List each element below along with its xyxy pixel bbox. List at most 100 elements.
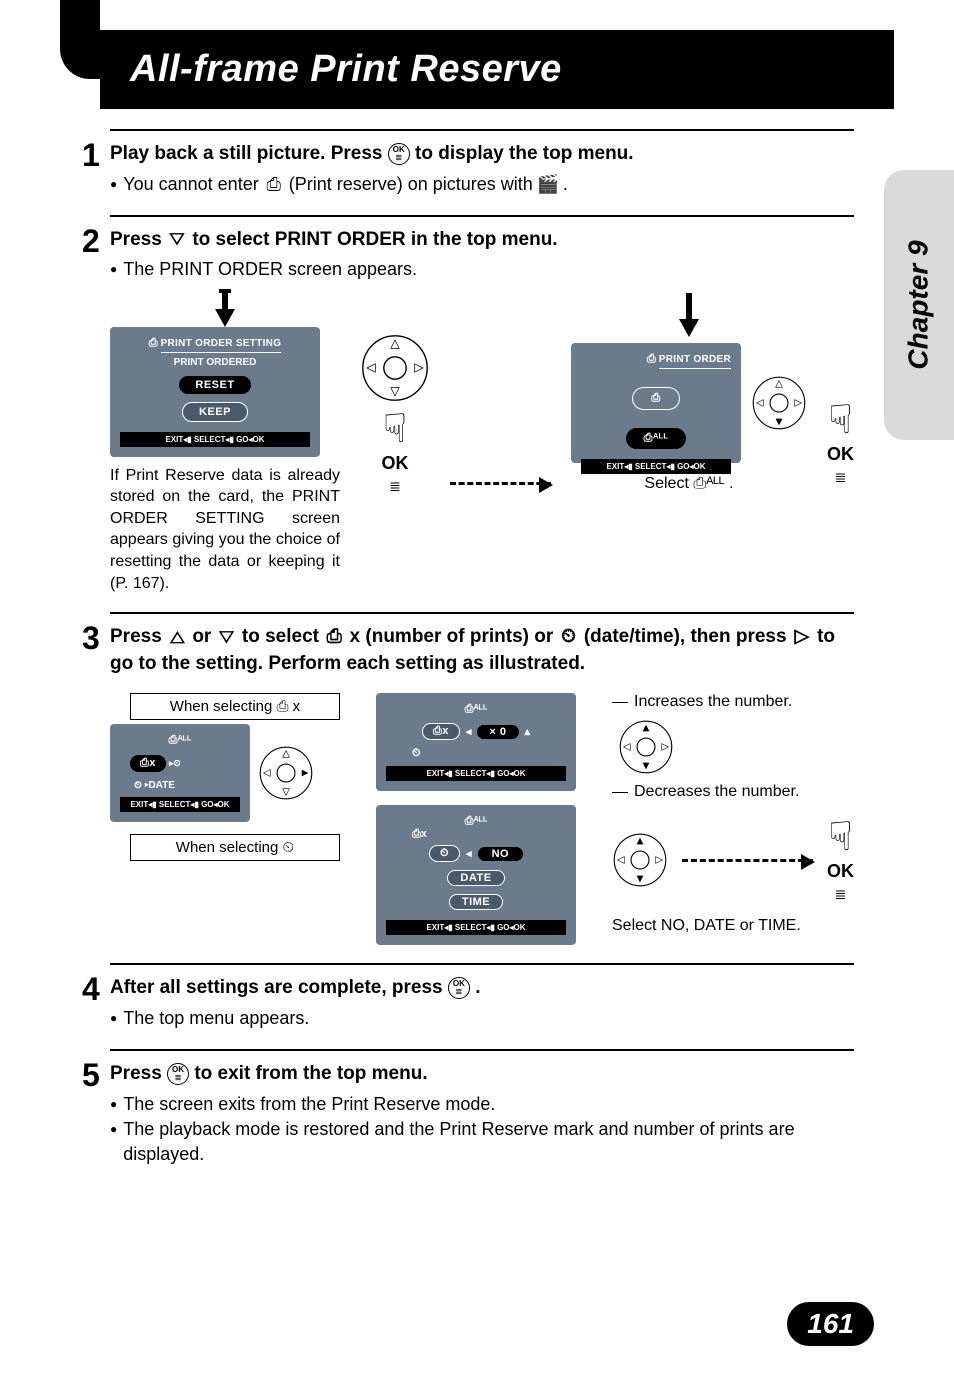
- keep-button[interactable]: KEEP: [182, 402, 248, 422]
- s5-b: to exit from the top menu.: [194, 1063, 427, 1084]
- x-option[interactable]: ⎙x: [422, 723, 460, 740]
- lcd-subtitle-1: PRINT ORDERED: [120, 357, 310, 368]
- chapter-tab: Chapter 9: [884, 170, 954, 440]
- step-1-number: 1: [82, 137, 100, 174]
- step-3-number: 3: [82, 620, 100, 657]
- all-print-option[interactable]: ⎙ᴬᴸᴸ: [626, 428, 687, 449]
- arrow-stem: [222, 293, 228, 309]
- step-2-figure: ⎙ PRINT ORDER SETTING PRINT ORDERED RESE…: [110, 293, 854, 595]
- step-1-bullet-a: You cannot enter: [123, 174, 263, 194]
- x-value: × 0: [477, 725, 518, 739]
- s3-e: (date/time), then press: [584, 626, 792, 647]
- chapter-label: Chapter 9: [903, 240, 935, 369]
- clock-mini-icon: ▸⏲: [169, 758, 181, 768]
- lcd-date-setting: ⎙ᴬᴸᴸ ⎙x ⏲ ◂ NO DATE TIME EXIT◂▮ SELECT◂▮…: [376, 805, 576, 945]
- s4-a: After all settings are complete, press: [110, 977, 448, 998]
- step-5-number: 5: [82, 1057, 100, 1094]
- select-all-label: Select ⎙ᴬᴸᴸ .: [644, 475, 733, 493]
- step-5: 5 Press OK≣ to exit from the top menu. T…: [110, 1049, 854, 1185]
- print-x-option[interactable]: ⎙x: [130, 755, 166, 772]
- all-print-icon: ⎙ᴬᴸᴸ: [693, 475, 724, 492]
- content-area: 1 Play back a still picture. Press OK≣ t…: [110, 129, 854, 1185]
- reset-button[interactable]: RESET: [179, 376, 250, 394]
- single-print-option[interactable]: ⎙: [632, 387, 679, 410]
- increase-label: Increases the number.: [634, 693, 792, 711]
- ok-press-indicator-3: ☟ OK ≣: [827, 817, 854, 903]
- step-4-number: 4: [82, 971, 100, 1008]
- step-1-bullet-b: (Print reserve) on pictures with: [289, 174, 538, 194]
- ok-menu-icon: OK≣: [448, 977, 470, 999]
- step-2-bullet-text: The PRINT ORDER screen appears.: [123, 257, 417, 282]
- ok-press-indicator-2: ☟ OK ≣: [827, 400, 854, 486]
- x-row: ⎙x: [386, 828, 566, 841]
- step-4-bullet-text: The top menu appears.: [123, 1006, 309, 1031]
- lcd-print-order-setting: ⎙ PRINT ORDER SETTING PRINT ORDERED RESE…: [110, 327, 320, 457]
- dpad-diagram-2: [751, 375, 807, 431]
- step-4-body: The top menu appears.: [110, 1006, 854, 1031]
- dashed-arrow-2: [682, 859, 813, 862]
- ok-menu-icon: OK≣: [388, 143, 410, 165]
- step-5-bullet-2-text: The playback mode is restored and the Pr…: [123, 1117, 854, 1167]
- clock-icon: ⏲: [559, 627, 579, 647]
- lcd-footer-5: EXIT◂▮ SELECT◂▮ GO◂OK: [386, 920, 566, 935]
- s3-c: to select: [242, 626, 324, 647]
- step-1-body: You cannot enter ⎙ (Print reserve) on pi…: [110, 172, 854, 197]
- step-2-bullet: The PRINT ORDER screen appears.: [110, 257, 854, 282]
- date-option[interactable]: DATE: [447, 870, 504, 886]
- step-2-right-col: ⎙ PRINT ORDER ⎙ ⎙ᴬᴸᴸ EXIT◂▮ SELECT◂▮ GO◂…: [571, 293, 807, 493]
- select-label-a: Select: [644, 475, 693, 492]
- step-2-note: If Print Reserve data is already stored …: [110, 465, 340, 595]
- print-reserve-icon: ⎙: [264, 175, 284, 195]
- lcd-print-order: ⎙ PRINT ORDER ⎙ ⎙ᴬᴸᴸ EXIT◂▮ SELECT◂▮ GO◂…: [571, 343, 741, 463]
- lcd-select-menu: ⎙ᴬᴸᴸ ⎙x ▸⏲ ⏲ ▸DATE EXIT◂▮ SELECT◂▮ GO◂OK: [110, 724, 250, 822]
- down-arrow-icon: [217, 627, 237, 647]
- when-x-label: When selecting ⎙ x: [130, 693, 340, 720]
- page-title: All-frame Print Reserve: [130, 48, 864, 91]
- ok-label: OK: [382, 453, 409, 474]
- lcd-title-2: ⎙ PRINT ORDER: [581, 353, 731, 373]
- menu-icon: ≣: [835, 469, 847, 486]
- s3-b: or: [192, 626, 216, 647]
- lcd-footer-3: EXIT◂▮ SELECT◂▮ GO◂OK: [120, 797, 240, 812]
- step-5-title: Press OK≣ to exit from the top menu.: [110, 1061, 854, 1088]
- select-nodate-label: Select NO, DATE or TIME.: [612, 917, 854, 935]
- step-1-title: Play back a still picture. Press OK≣ to …: [110, 141, 854, 168]
- step-4-title: After all settings are complete, press O…: [110, 975, 854, 1002]
- step-2-title: Press to select PRINT ORDER in the top m…: [110, 227, 854, 254]
- print-icon: ⎙: [324, 627, 344, 647]
- down-arrow-icon: [167, 230, 187, 250]
- clock-option[interactable]: ⏲: [429, 845, 460, 862]
- step-3-mid: ⎙ᴬᴸᴸ ⎙x ◂ × 0 ▴ ⏲ EXIT◂▮ SELECT◂▮ GO◂OK …: [376, 693, 596, 945]
- dashed-arrow: [450, 482, 551, 485]
- date-option-row: ⏲ ▸DATE: [120, 780, 240, 791]
- step-3-figure: When selecting ⎙ x ⎙ᴬᴸᴸ ⎙x ▸⏲ ⏲ ▸DATE EX…: [110, 693, 854, 945]
- dpad-3: [258, 745, 314, 801]
- step-3-right: Increases the number. Decreases the numb…: [612, 693, 854, 935]
- ok-press-indicator: ☟ OK ≣: [382, 409, 409, 495]
- s4-b: .: [475, 977, 480, 998]
- page-number: 161: [787, 1302, 874, 1346]
- menu-icon: ≣: [835, 886, 847, 903]
- lcd-all-icon-2: ⎙ᴬᴸᴸ: [386, 703, 566, 716]
- ok-label-3: OK: [827, 861, 854, 882]
- hand-icon: ☟: [828, 817, 852, 857]
- lcd-title-1: ⎙ PRINT ORDER SETTING: [120, 337, 310, 357]
- dpad-diagram: [360, 333, 430, 403]
- menu-icon: ≣: [389, 478, 401, 495]
- select-label-b: .: [729, 475, 733, 492]
- step-1-title-a: Play back a still picture. Press: [110, 143, 388, 164]
- lcd-x-setting: ⎙ᴬᴸᴸ ⎙x ◂ × 0 ▴ ⏲ EXIT◂▮ SELECT◂▮ GO◂OK: [376, 693, 576, 791]
- step-2: 2 Press to select PRINT ORDER in the top…: [110, 215, 854, 612]
- arrow-stem: [686, 293, 692, 319]
- no-option[interactable]: NO: [478, 847, 524, 861]
- time-option[interactable]: TIME: [449, 894, 503, 910]
- lcd-all-icon: ⎙ᴬᴸᴸ: [120, 734, 240, 747]
- step-4-bullet: The top menu appears.: [110, 1006, 854, 1031]
- dpad-4: [618, 719, 674, 775]
- lcd-footer-4: EXIT◂▮ SELECT◂▮ GO◂OK: [386, 766, 566, 781]
- page-header: All-frame Print Reserve: [100, 30, 894, 109]
- step-3: 3 Press or to select ⎙ x (number of prin…: [110, 612, 854, 963]
- movie-icon: 🎬: [538, 175, 558, 195]
- step-1-bullet: You cannot enter ⎙ (Print reserve) on pi…: [110, 172, 854, 197]
- ok-menu-icon: OK≣: [167, 1063, 189, 1085]
